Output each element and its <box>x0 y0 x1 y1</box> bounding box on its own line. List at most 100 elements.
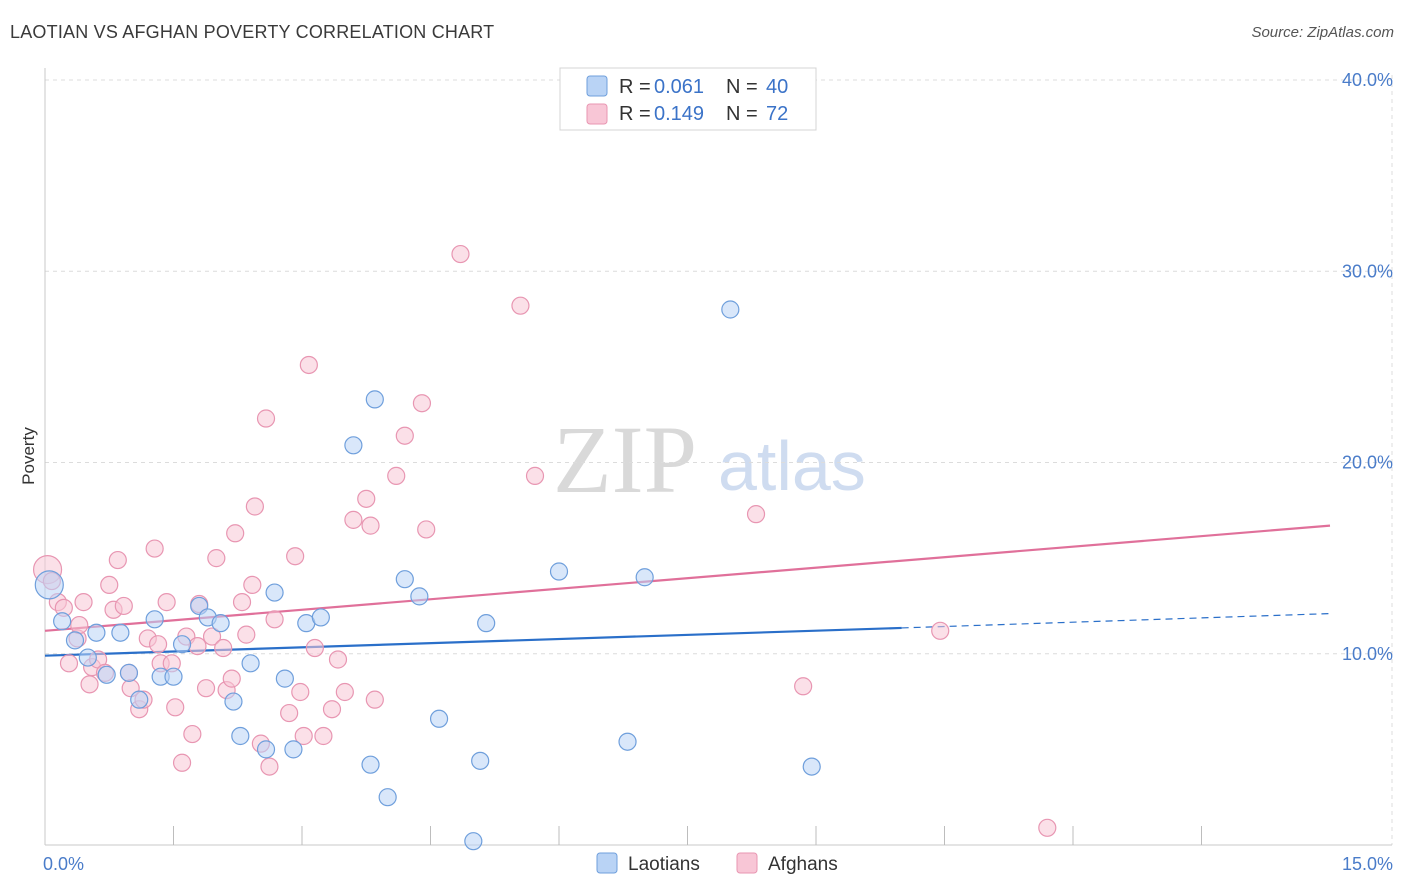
afghan-point <box>322 700 342 719</box>
afghan-point <box>451 244 470 264</box>
afghan-point <box>511 296 530 315</box>
afghan-point <box>183 724 202 744</box>
laotian-point <box>78 648 97 667</box>
afghan-point <box>395 426 414 445</box>
afghan-point <box>237 625 256 644</box>
afghan-point <box>417 520 436 539</box>
laotian-point <box>34 570 64 600</box>
laotian-point <box>145 610 164 629</box>
afghan-point <box>100 575 119 595</box>
x-tick-label: 15.0% <box>1342 854 1393 874</box>
afghan-point <box>222 669 241 688</box>
laotian-point <box>464 832 483 851</box>
x-tick-label: 0.0% <box>43 854 84 874</box>
afghan-point <box>188 636 207 656</box>
laotian-point <box>224 692 243 711</box>
y-axis-title: Poverty <box>19 427 38 485</box>
scatter-points <box>32 244 1057 851</box>
laotian-point <box>172 635 192 654</box>
afghan-point <box>746 505 766 524</box>
laotian-point <box>471 751 490 770</box>
laotian-point <box>241 654 260 673</box>
bottom-legend-swatch-laotians <box>596 852 618 874</box>
laotian-point <box>410 587 429 606</box>
laotian-point <box>721 300 740 319</box>
afghan-point <box>361 516 380 535</box>
legend-r-value-afghans: 0.149 <box>654 103 704 125</box>
afghan-point <box>335 682 354 702</box>
chart-title: LAOTIAN VS AFGHAN POVERTY CORRELATION CH… <box>10 22 495 42</box>
afghan-point <box>166 698 185 717</box>
laotian-point <box>211 614 230 633</box>
tick-labels: 10.0% 20.0% 30.0% 40.0% 0.0% 15.0% <box>43 70 1393 874</box>
afghan-point <box>299 355 318 375</box>
laotian-point <box>97 665 116 684</box>
legend-n-label-afghans: N = <box>726 103 758 125</box>
afghan-point <box>365 690 384 709</box>
laotian-point <box>395 570 414 589</box>
gridlines <box>45 75 1393 845</box>
laotian-point <box>275 669 294 688</box>
afghan-point <box>148 635 168 654</box>
legend-swatch-afghans <box>586 103 608 125</box>
afghan-point <box>412 394 432 413</box>
laotian-point <box>429 709 449 728</box>
afghan-point <box>294 726 313 746</box>
y-tick-label: 10.0% <box>1342 644 1393 664</box>
afghan-point <box>525 466 545 485</box>
laotian-point <box>618 732 637 751</box>
laotian-point <box>119 663 139 682</box>
afghan-point <box>291 682 310 702</box>
afghan-point <box>226 524 245 543</box>
laotian-point <box>65 631 85 650</box>
laotian-point <box>284 740 303 759</box>
axes <box>44 68 1392 846</box>
afghan-point <box>305 638 324 658</box>
legend-swatch-laotians <box>586 75 608 97</box>
watermark-atlas: atlas <box>718 427 866 505</box>
afghan-point <box>328 650 348 669</box>
laotian-point <box>361 755 380 774</box>
laotian-point <box>53 612 72 631</box>
afghan-point <box>114 596 133 616</box>
laotian-point <box>635 568 654 587</box>
laotian-point <box>344 436 363 455</box>
y-tick-label: 30.0% <box>1342 261 1393 281</box>
laotian-point <box>549 562 569 581</box>
laotian-point <box>265 583 284 602</box>
afghan-point <box>74 593 93 612</box>
laotian-point <box>87 623 106 642</box>
afghan-point <box>280 703 299 723</box>
afghan-point <box>108 550 127 570</box>
afghan-point <box>243 575 262 595</box>
bottom-legend-afghans: Afghans <box>768 854 838 875</box>
afghan-point <box>314 726 333 746</box>
afghan-point <box>260 757 279 776</box>
legend-r-label-laotians: R = <box>619 76 651 98</box>
afghan-point <box>245 497 264 516</box>
afghan-point <box>931 621 950 640</box>
source-label: Source: ZipAtlas.com <box>1251 24 1394 41</box>
laotian-point <box>311 608 330 627</box>
laotian-point <box>256 740 276 759</box>
afghan-point <box>202 627 222 646</box>
laotian-point <box>378 788 397 807</box>
laotian-point <box>130 690 149 709</box>
bottom-legend-laotians: Laotians <box>628 854 700 875</box>
watermark-zip: ZIP <box>553 406 697 513</box>
afghan-point <box>214 638 233 658</box>
trend-line-afghans <box>44 524 1331 632</box>
legend-r-label-afghans: R = <box>619 103 651 125</box>
afghan-point <box>80 675 99 694</box>
series-legend: Laotians Afghans <box>596 852 838 875</box>
bottom-legend-swatch-afghans <box>736 852 758 874</box>
legend-r-value-laotians: 0.061 <box>654 76 704 98</box>
legend-n-value-afghans: 72 <box>766 103 788 125</box>
afghan-point <box>286 547 305 566</box>
afghan-point <box>357 489 376 508</box>
correlation-legend: R = 0.061 N = 40 R = 0.149 N = 72 <box>559 67 817 131</box>
afghan-point <box>172 753 192 772</box>
laotian-point <box>231 726 250 746</box>
afghan-point <box>794 677 813 696</box>
